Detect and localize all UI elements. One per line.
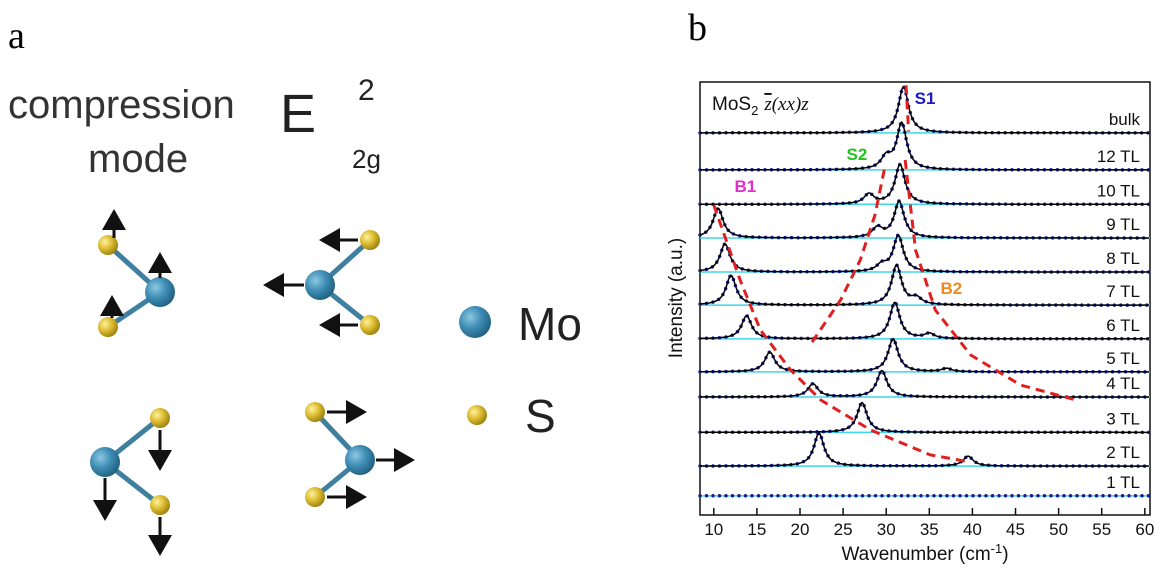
x-tick-label: 25: [834, 520, 853, 539]
data-points: [698, 198, 1151, 240]
data-points: [698, 232, 1151, 274]
y-axis-label: Intensity (a.u.): [666, 238, 687, 358]
data-points: [698, 368, 1151, 399]
panel-label: a: [8, 15, 25, 57]
fit-curve: [700, 163, 1150, 206]
guide-label: S2: [847, 145, 868, 164]
fit-curve: [699, 233, 1150, 273]
legend-label: S: [525, 390, 556, 442]
trace-label: bulk: [1109, 110, 1141, 129]
atoms: [90, 230, 491, 515]
x-tick-label: 55: [1092, 520, 1111, 539]
trace-label: 3 TL: [1106, 409, 1140, 428]
x-tick-label: 35: [920, 520, 939, 539]
trace-label: 10 TL: [1097, 181, 1140, 200]
trace-label: 4 TL: [1106, 374, 1140, 393]
trace-label: 2 TL: [1106, 443, 1140, 462]
guide-line: [712, 204, 971, 464]
x-axis-label: Wavenumber (cm-1): [841, 541, 1008, 565]
data-points: [698, 300, 1151, 341]
mode-title: mode: [88, 137, 188, 181]
chart-title: MoS2 z(xx)z: [712, 94, 809, 118]
mode-title: compression: [8, 83, 235, 127]
fit-curve: [699, 263, 1150, 306]
fit-curve: [700, 432, 1150, 467]
trace-label: 7 TL: [1106, 282, 1140, 301]
fit-curve: [700, 301, 1150, 340]
fit-curve: [700, 401, 1150, 434]
x-tick-label: 40: [963, 520, 982, 539]
x-tick-label: 10: [704, 520, 723, 539]
guide-label: B1: [734, 177, 756, 196]
trace-label: 12 TL: [1097, 147, 1140, 166]
trace-label: 8 TL: [1106, 249, 1140, 268]
x-tick-label: 50: [1049, 520, 1068, 539]
guide-line: [810, 164, 887, 343]
trace-label: 5 TL: [1106, 349, 1140, 368]
irrep: E: [280, 84, 316, 144]
fit-curve: [700, 337, 1150, 373]
arrows: [93, 209, 415, 556]
fit-curve: [699, 199, 1150, 239]
fit-curve: [700, 369, 1150, 398]
x-tick-label: 45: [1006, 520, 1025, 539]
data-points: [698, 400, 1151, 435]
fit-curve: [700, 120, 1150, 171]
data-points: [698, 430, 1151, 468]
x-tick-label: 15: [747, 520, 766, 539]
irrep-sub: 2g: [352, 144, 381, 174]
fit-curve: [700, 85, 1150, 134]
guide-label: B2: [941, 279, 963, 298]
trace-label: 9 TL: [1106, 215, 1140, 234]
panel-label: b: [688, 7, 707, 49]
x-tick-label: 30: [877, 520, 896, 539]
x-tick-label: 60: [1135, 520, 1154, 539]
guide-line: [903, 159, 1077, 402]
guide-line: [904, 85, 911, 132]
legend-label: Mo: [518, 298, 582, 350]
x-tick-label: 20: [791, 520, 810, 539]
guide-label: S1: [915, 89, 936, 108]
trace-label: 6 TL: [1106, 316, 1140, 335]
trace-label: 1 TL: [1106, 473, 1140, 492]
plot-frame: [699, 81, 1151, 516]
irrep-sup: 2: [358, 74, 375, 107]
